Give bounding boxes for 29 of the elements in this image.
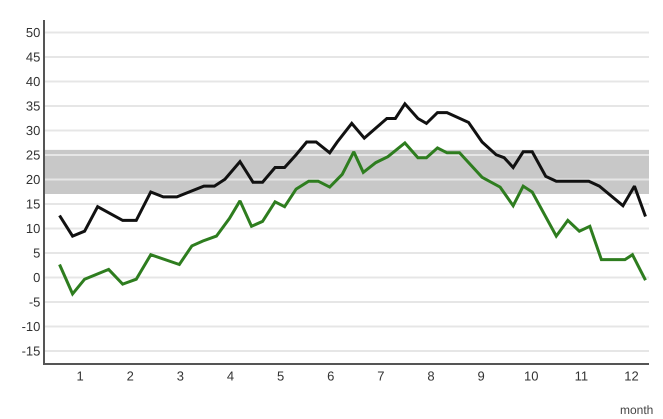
y-tick-label: 30 [26,122,40,138]
x-tick-label: 6 [327,368,334,384]
y-tick-label: 45 [26,49,40,64]
y-tick-label: -5 [28,294,40,310]
x-tick-label: 9 [477,368,485,384]
x-tick-label: 12 [624,368,639,384]
line-series [58,141,647,296]
x-tick-label: 1 [76,368,84,384]
y-tick-label: 0 [33,270,40,285]
y-tick-label: -10 [22,318,40,334]
x-tick-label: 7 [377,368,384,384]
x-tick-label: 5 [276,368,284,384]
y-tick-label: -15 [22,343,40,358]
x-tick-label: 4 [226,368,234,384]
x-tick-label: 8 [427,368,435,384]
x-axis-title: month [620,403,654,417]
y-tick-label: 15 [26,196,40,212]
x-tick-label: 11 [574,368,588,384]
y-tick-label: 50 [26,24,40,40]
y-tick-label: 5 [33,245,40,260]
y-tick-label: 10 [26,220,40,236]
x-tick-label: 2 [126,368,134,384]
y-tick-label: 35 [26,98,40,114]
line-series [58,102,647,238]
y-tick-label: 40 [26,74,40,89]
y-tick-label: 20 [26,172,40,187]
x-tick-label: 10 [524,368,538,384]
x-tick-label: 3 [176,368,184,384]
y-tick-label: 25 [26,147,40,162]
